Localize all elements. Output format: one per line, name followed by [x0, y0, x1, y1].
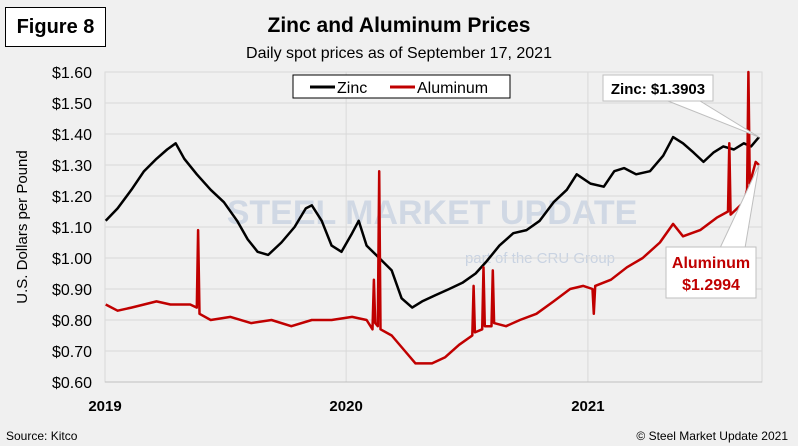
aluminum-callout-value: $1.2994 — [682, 277, 740, 294]
y-tick-label: $1.10 — [52, 220, 92, 237]
x-tick-label: 2021 — [571, 398, 604, 415]
y-tick-label: $0.80 — [52, 313, 92, 330]
y-tick-label: $1.20 — [52, 189, 92, 206]
y-tick-label: $1.30 — [52, 158, 92, 175]
y-tick-label: $1.50 — [52, 96, 92, 113]
legend-label-zinc: Zinc — [337, 80, 367, 97]
y-tick-label: $1.40 — [52, 127, 92, 144]
series-line-aluminum — [105, 70, 760, 365]
x-tick-label: 2019 — [88, 398, 121, 415]
y-tick-label: $0.90 — [52, 282, 92, 299]
x-tick-label: 2020 — [329, 398, 362, 415]
watermark-logo: STEEL MARKET UPDATE — [227, 194, 638, 232]
copyright-note: © Steel Market Update 2021 — [636, 429, 788, 443]
chart-title: Zinc and Aluminum Prices — [267, 14, 531, 37]
source-note: Source: Kitco — [6, 429, 78, 443]
zinc-callout-label: Zinc: $1.3903 — [611, 81, 705, 98]
chart-subtitle: Daily spot prices as of September 17, 20… — [246, 45, 552, 62]
legend-label-aluminum: Aluminum — [417, 80, 488, 97]
y-tick-label: $1.60 — [52, 65, 92, 82]
aluminum-callout-box — [665, 246, 757, 299]
series-line-zinc — [104, 135, 760, 309]
y-tick-label: $1.00 — [52, 251, 92, 268]
aluminum-callout-label: Aluminum — [672, 255, 750, 272]
zinc-callout-box — [602, 74, 714, 102]
y-axis-label: U.S. Dollars per Pound — [14, 150, 31, 303]
y-tick-label: $0.70 — [52, 344, 92, 361]
figure-label: Figure 8 — [5, 7, 106, 47]
y-tick-label: $0.60 — [52, 375, 92, 392]
